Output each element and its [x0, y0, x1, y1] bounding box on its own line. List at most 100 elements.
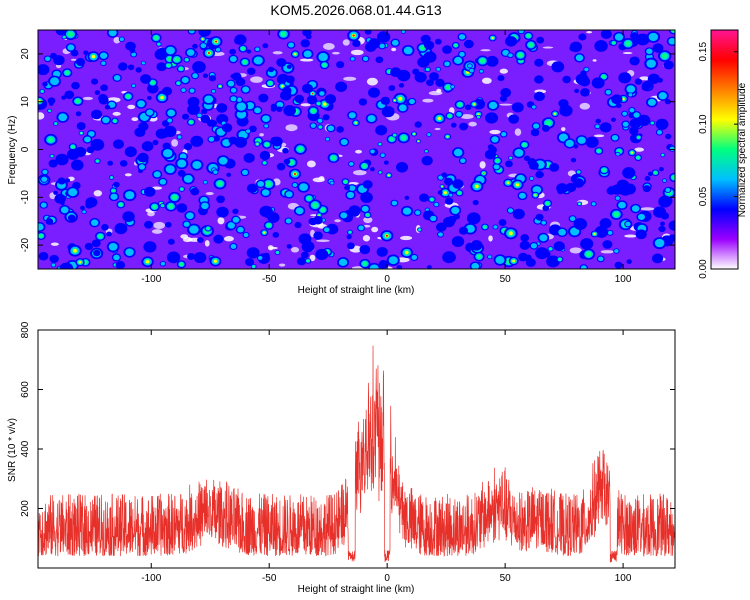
heatmap-blob	[285, 75, 295, 84]
heatmap-blob	[574, 88, 580, 94]
heatmap-blob	[131, 52, 137, 57]
heatmap-blob	[434, 202, 439, 207]
heatmap-blob	[232, 216, 240, 223]
heatmap-blob	[44, 56, 51, 62]
snr-y-tick-label: 200	[20, 500, 31, 517]
heatmap-blob	[467, 64, 472, 68]
heatmap-blob	[663, 60, 674, 70]
heatmap-blob	[88, 131, 95, 137]
heatmap-blob	[215, 47, 221, 52]
heatmap-blob	[435, 78, 445, 87]
heatmap-blob	[454, 43, 458, 47]
heatmap-gap	[309, 254, 316, 262]
heatmap-blob	[599, 218, 612, 229]
heatmap-blob	[530, 243, 537, 249]
heatmap-blob	[122, 211, 135, 222]
heatmap-blob	[585, 136, 599, 148]
heatmap-blob	[330, 181, 334, 185]
heatmap-blob	[602, 168, 607, 173]
heatmap-blob	[53, 190, 59, 195]
colorbar-tick-label: 0.15	[698, 42, 709, 62]
heatmap-blob	[159, 129, 170, 138]
heatmap-blob	[187, 252, 196, 260]
heatmap-gap	[468, 121, 477, 127]
heatmap-blob	[549, 247, 552, 251]
heatmap-gap	[318, 176, 325, 181]
heatmap-blob	[630, 32, 639, 40]
heatmap-blob	[491, 136, 499, 143]
heatmap-gap	[180, 234, 189, 239]
heatmap-blob	[453, 148, 463, 157]
heatmap-blob	[100, 84, 108, 92]
heatmap-blob	[528, 161, 539, 170]
heatmap-blob	[110, 193, 118, 200]
heatmap-blob	[346, 191, 355, 199]
heatmap-blob	[612, 41, 616, 45]
heatmap-blob	[647, 171, 653, 177]
heatmap-blob	[335, 81, 348, 92]
heatmap-blob	[197, 237, 204, 243]
heatmap-blob	[78, 261, 82, 264]
heatmap-blob	[541, 220, 546, 225]
heatmap-blob	[193, 252, 207, 264]
heatmap-blob	[495, 256, 505, 264]
heatmap-blob	[281, 85, 284, 88]
heatmap-blob	[635, 229, 647, 240]
heatmap-blob	[58, 113, 68, 122]
heatmap-blob	[543, 251, 551, 258]
heatmap-blob	[380, 96, 391, 105]
heatmap-blob	[549, 162, 560, 172]
heatmap-blob	[153, 171, 161, 178]
heatmap-blob	[336, 61, 345, 69]
heatmap-blob	[208, 75, 217, 82]
heatmap-blob	[569, 45, 577, 52]
heatmap-blob	[138, 122, 149, 131]
heatmap-gap	[205, 192, 214, 196]
heatmap-blob	[63, 36, 66, 39]
heatmap-blob	[506, 181, 510, 185]
heatmap-blob	[201, 202, 209, 210]
heatmap-blob	[665, 133, 672, 140]
heatmap-blob	[227, 222, 235, 229]
heatmap-blob	[622, 111, 628, 116]
heatmap-blob	[575, 54, 584, 62]
heatmap-blob	[569, 216, 576, 222]
heatmap-blob	[660, 212, 670, 220]
heatmap-blob	[90, 219, 99, 226]
heatmap-blob	[57, 177, 66, 185]
heatmap-blob	[48, 159, 58, 168]
heatmap-blob	[110, 176, 113, 179]
heatmap-blob	[451, 236, 465, 247]
heatmap-blob	[230, 87, 237, 93]
heatmap-blob	[229, 56, 237, 63]
heatmap-blob	[131, 84, 136, 88]
heatmap-blob	[622, 167, 636, 179]
heatmap-blob	[262, 43, 269, 49]
heatmap-blob	[181, 76, 189, 84]
heatmap-blob	[118, 62, 128, 71]
heatmap-blob	[352, 34, 355, 37]
heatmap-blob	[646, 48, 653, 55]
heatmap-gap	[323, 42, 335, 50]
heatmap-blob	[252, 265, 255, 268]
heatmap-y-tick-label: -20	[20, 237, 31, 252]
heatmap-blob	[243, 232, 249, 238]
heatmap-blob	[526, 34, 531, 38]
heatmap-blob	[216, 103, 228, 113]
heatmap-blob	[93, 249, 101, 257]
heatmap-blob	[42, 169, 48, 175]
heatmap-blob	[285, 191, 293, 198]
heatmap-blob	[144, 220, 154, 229]
heatmap-blob	[75, 58, 86, 67]
heatmap-blob	[311, 92, 314, 95]
heatmap-gap	[299, 58, 314, 62]
heatmap-blob	[459, 51, 465, 57]
heatmap-blob	[40, 202, 47, 208]
heatmap-blob	[41, 176, 48, 182]
heatmap-blob	[152, 139, 159, 146]
heatmap-blob	[216, 195, 225, 204]
heatmap-blobs	[38, 30, 675, 269]
heatmap-blob	[532, 186, 542, 194]
heatmap-blob	[535, 213, 544, 221]
heatmap-gap	[371, 226, 379, 233]
